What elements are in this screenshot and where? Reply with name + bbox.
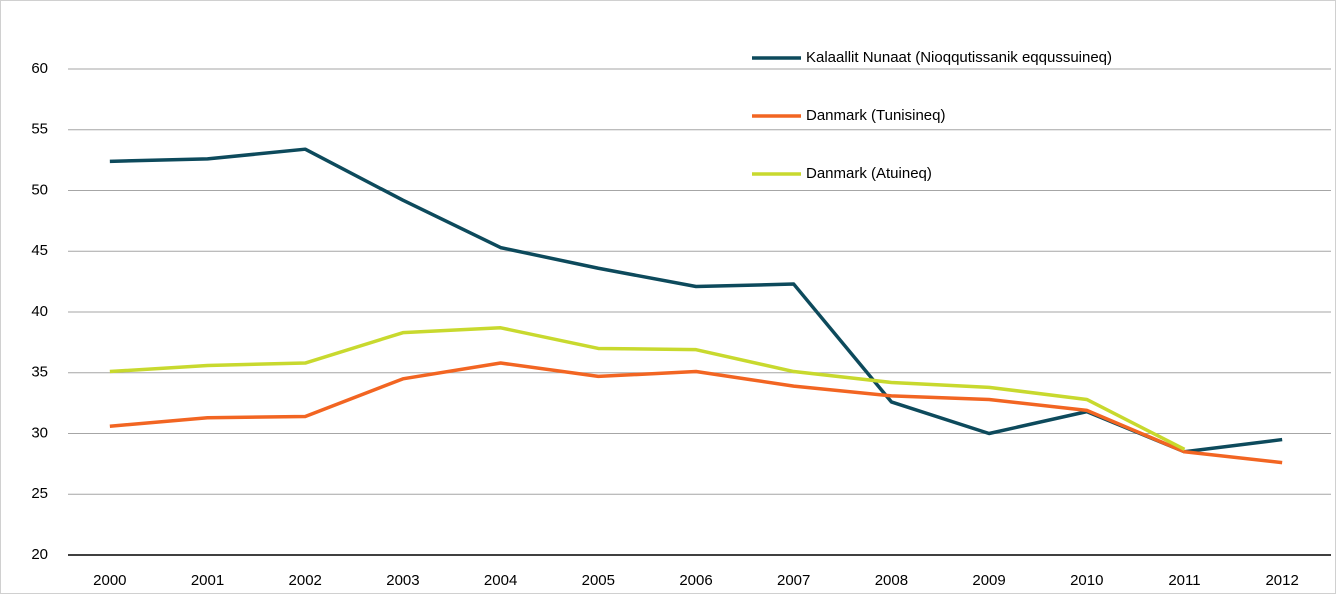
y-tick-label: 25	[31, 485, 48, 502]
legend-label: Danmark (Atuineq)	[806, 165, 932, 182]
x-tick-label: 2009	[972, 572, 1005, 589]
x-tick-label: 2012	[1265, 572, 1298, 589]
y-tick-label: 50	[31, 181, 48, 198]
x-tick-label: 2005	[582, 572, 615, 589]
y-tick-label: 35	[31, 364, 48, 381]
y-tick-label: 55	[31, 121, 48, 138]
legend-label: Danmark (Tunisineq)	[806, 107, 946, 124]
series-line	[109, 326, 1186, 451]
y-tick-label: 40	[31, 303, 48, 320]
x-tick-label: 2011	[1168, 572, 1200, 589]
x-tick-label: 2007	[777, 572, 810, 589]
x-tick-label: 2002	[289, 572, 322, 589]
y-tick-label: 20	[31, 546, 48, 563]
y-tick-label: 30	[31, 424, 48, 441]
y-tick-label: 60	[31, 60, 48, 77]
x-tick-label: 2008	[875, 572, 908, 589]
x-tick-label: 2003	[386, 572, 419, 589]
x-tick-label: 2004	[484, 572, 517, 589]
legend-label: Kalaallit Nunaat (Nioqqutissanik eqqussu…	[806, 49, 1112, 66]
series-line	[109, 361, 1283, 465]
x-tick-label: 2006	[679, 572, 712, 589]
series-line	[109, 147, 1283, 454]
x-tick-label: 2001	[191, 572, 224, 589]
x-tick-label: 2010	[1070, 572, 1103, 589]
y-tick-label: 45	[31, 242, 48, 259]
x-tick-label: 2000	[93, 572, 126, 589]
